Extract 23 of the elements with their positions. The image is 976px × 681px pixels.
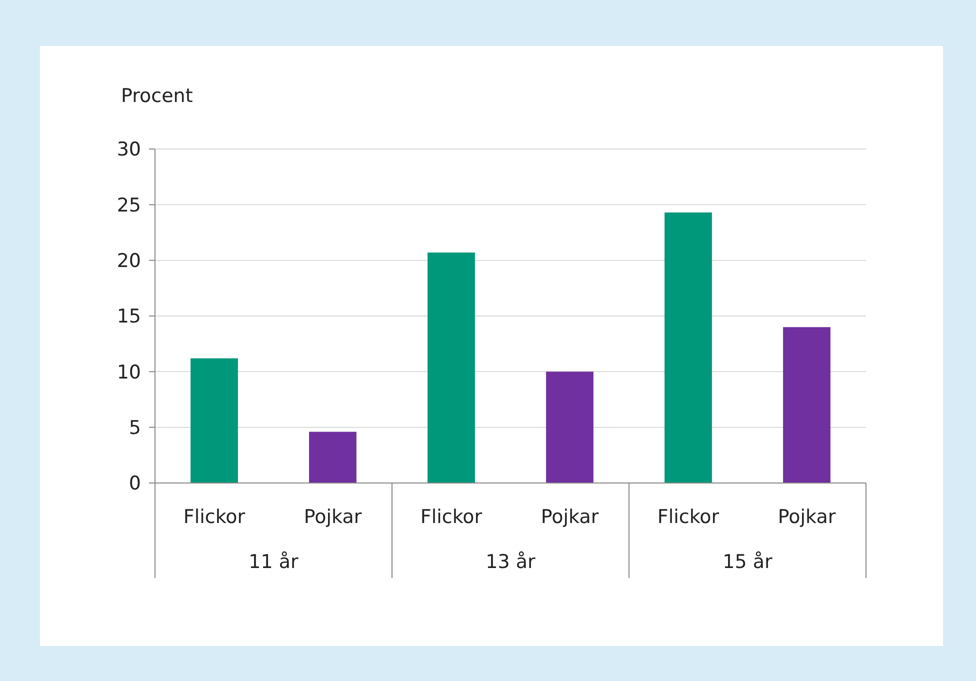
y-tick-label: 5 [128, 416, 141, 439]
y-tick-label: 25 [116, 194, 141, 216]
bar [546, 372, 594, 483]
bar [664, 212, 712, 483]
text: Flickor [183, 506, 246, 528]
text: Pojkar [778, 506, 836, 528]
bar [309, 432, 356, 483]
bar [428, 252, 475, 483]
y-tick-label: 15 [116, 306, 141, 328]
x-tick-label: 13 år [486, 551, 536, 573]
y-tick-label: 30 [116, 138, 141, 161]
y-axis-title: Procent [121, 85, 193, 107]
bar [190, 358, 238, 483]
y-tick-label: 0 [128, 472, 141, 495]
text: Flickor [420, 506, 482, 528]
bar [783, 327, 830, 483]
x-tick-label: 11 år [248, 551, 299, 573]
series-label: Pojkar [540, 506, 599, 528]
x-tick-label: 15 år [722, 551, 773, 573]
y-tick-label: 10 [116, 361, 141, 384]
text: Pojkar [304, 506, 362, 528]
series-label: Flickor [657, 506, 720, 528]
y-tick-label: 20 [116, 250, 141, 272]
